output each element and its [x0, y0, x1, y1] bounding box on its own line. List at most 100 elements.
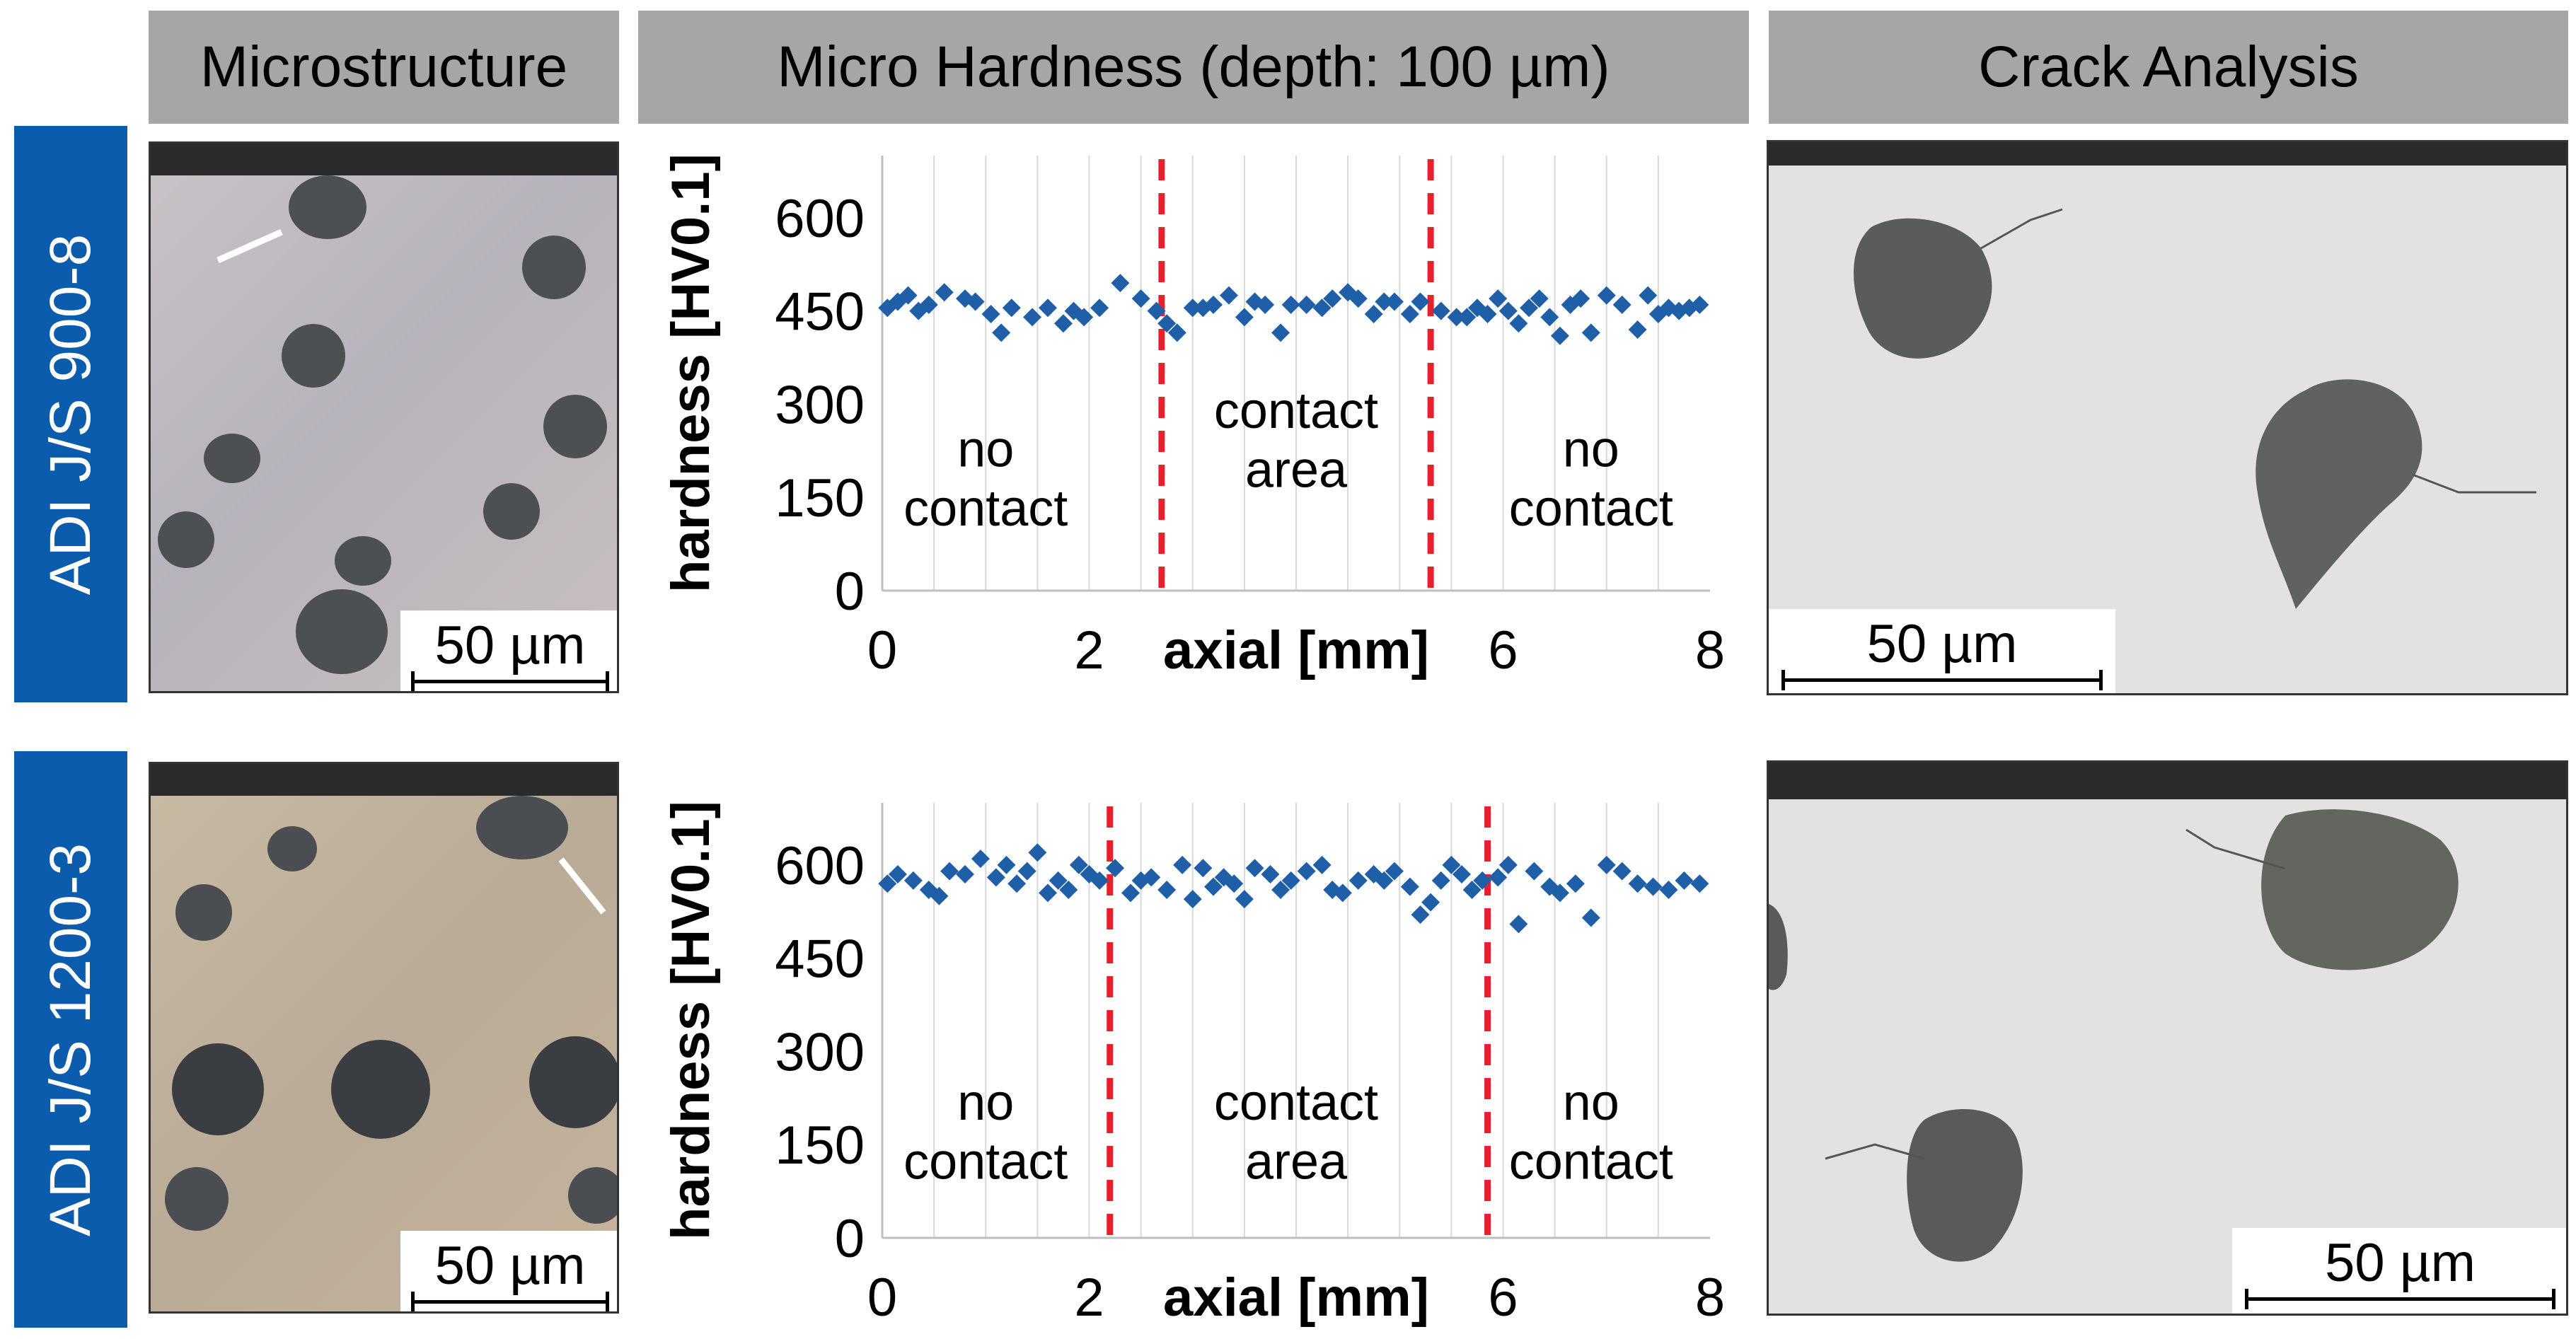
data-point: [1612, 862, 1631, 881]
region-label: contact: [903, 480, 1068, 537]
data-point: [1219, 286, 1238, 305]
region-label: contact: [903, 1134, 1068, 1190]
data-point: [1235, 890, 1254, 909]
data-point: [1400, 877, 1419, 896]
data-point: [1069, 855, 1088, 874]
data-point: [1225, 874, 1244, 893]
data-point: [1214, 868, 1233, 887]
data-point: [1204, 877, 1223, 896]
y-tick-label: 450: [775, 282, 865, 342]
x-axis-label: axial [mm]: [1163, 620, 1429, 680]
data-point: [1421, 893, 1440, 912]
data-point: [992, 323, 1011, 342]
y-tick-label: 150: [775, 1115, 865, 1176]
scale-line: [411, 671, 609, 691]
x-tick-label: 8: [1695, 1268, 1725, 1328]
data-point: [935, 283, 954, 302]
data-point: [903, 871, 923, 890]
microstructure-graphite-900: [151, 144, 617, 674]
data-point: [1628, 320, 1647, 339]
data-point: [899, 286, 918, 305]
data-point: [1281, 871, 1300, 890]
data-point: [1142, 868, 1161, 887]
region-label: no: [1563, 1074, 1619, 1131]
column-header-hardness: Micro Hardness (depth: 100 µm): [638, 11, 1749, 124]
data-point: [1478, 305, 1497, 324]
data-point: [986, 868, 1005, 887]
data-point: [1462, 881, 1482, 899]
data-point: [1644, 877, 1663, 896]
data-point: [1550, 326, 1569, 345]
data-point: [878, 874, 897, 893]
data-point: [1581, 323, 1600, 342]
x-tick-label: 2: [1074, 1268, 1104, 1328]
microstructure-image-1200: 50 µm: [149, 762, 619, 1314]
data-point: [1473, 871, 1492, 890]
data-point: [1648, 305, 1668, 324]
data-point: [1498, 855, 1518, 874]
data-point: [1131, 871, 1150, 890]
region-label: no: [957, 1074, 1014, 1131]
data-point: [930, 886, 949, 905]
x-tick-label: 8: [1695, 620, 1725, 680]
data-point: [1509, 915, 1528, 934]
data-point: [1639, 286, 1658, 305]
y-axis-label: hardness [HV0.1]: [661, 801, 721, 1240]
data-point: [1245, 859, 1264, 878]
data-point: [1489, 868, 1508, 887]
data-point: [1628, 874, 1647, 893]
data-point: [981, 305, 1000, 324]
data-point: [1002, 298, 1021, 318]
y-tick-label: 150: [775, 468, 865, 528]
y-tick-label: 450: [775, 929, 865, 990]
region-label: area: [1245, 441, 1348, 498]
data-point: [1157, 881, 1177, 899]
data-point: [1385, 292, 1404, 311]
data-point: [1400, 305, 1419, 324]
data-point: [1271, 323, 1290, 342]
data-point: [1571, 289, 1590, 308]
data-point: [1659, 881, 1678, 899]
data-point: [1597, 286, 1616, 305]
scale-line: [1781, 670, 2103, 690]
data-point: [940, 862, 959, 881]
x-tick-label: 0: [867, 1268, 897, 1328]
y-tick-label: 300: [775, 375, 865, 435]
data-point: [1348, 871, 1368, 890]
data-point: [1364, 305, 1383, 324]
data-point: [1540, 308, 1559, 327]
column-header-microstructure: Microstructure: [149, 11, 619, 124]
hardness-chart-1200: 600 450 300 150 00 2 6 8 axial [mm] hardness [HV0…: [661, 801, 1725, 1328]
data-point: [919, 295, 938, 314]
region-label: contact: [1509, 480, 1673, 537]
data-point: [1271, 881, 1290, 899]
x-tick-label: 2: [1074, 620, 1104, 680]
row-label-1200: ADI J/S 1200-3: [14, 751, 127, 1328]
x-tick-label: 6: [1488, 620, 1518, 680]
region-label: no: [957, 421, 1014, 477]
data-point: [1323, 289, 1342, 308]
hardness-chart-900: 600 450 300 150 00 2 6 8 axial [mm] hardness [HV0…: [661, 153, 1725, 680]
data-point: [1509, 314, 1528, 333]
data-point: [1080, 865, 1099, 884]
data-point: [1090, 298, 1109, 318]
data-point: [1333, 883, 1352, 903]
data-point: [1256, 295, 1275, 314]
data-point: [1498, 301, 1518, 320]
y-tick-label: 600: [775, 189, 865, 249]
crack-image-1200: 50 µm: [1767, 760, 2568, 1316]
data-point: [1106, 859, 1125, 878]
data-point: [1090, 871, 1109, 890]
x-tick-label: 0: [867, 620, 897, 680]
data-point: [1183, 890, 1202, 909]
data-point: [1075, 308, 1094, 327]
data-point: [888, 865, 907, 884]
row-label-900: ADI J/S 900-8: [14, 126, 127, 702]
data-point: [1431, 301, 1450, 320]
data-point: [1431, 871, 1450, 890]
data-point: [1023, 308, 1042, 327]
data-point: [1028, 843, 1047, 862]
microstructure-image-900: 50 µm: [149, 141, 619, 693]
x-axis-label: axial [mm]: [1163, 1268, 1429, 1328]
data-point: [997, 855, 1016, 874]
